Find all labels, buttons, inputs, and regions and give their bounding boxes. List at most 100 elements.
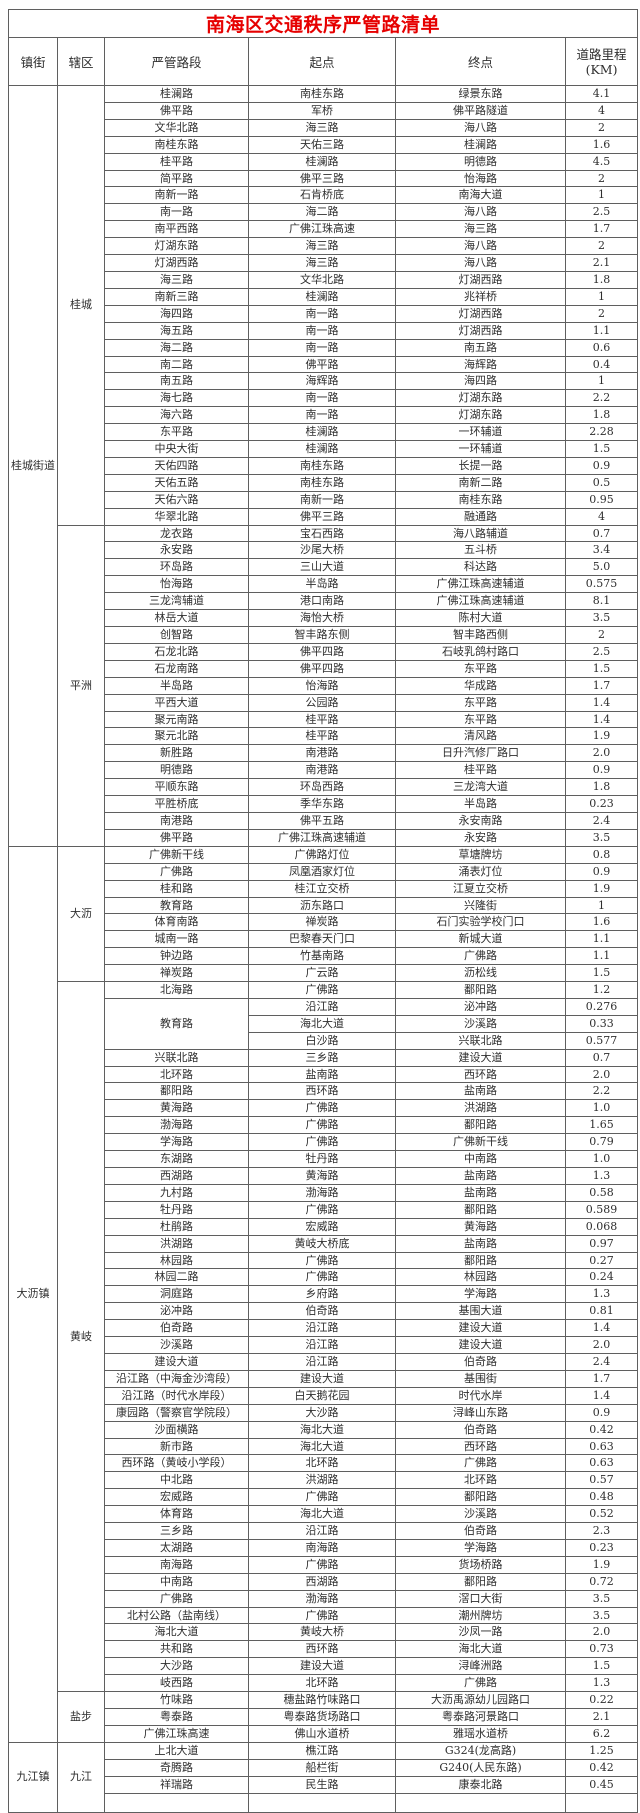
cell-end: 伯奇路	[395, 1352, 566, 1371]
cell-road: 北海路	[104, 981, 249, 999]
cell-mileage: 1.25	[564, 1741, 639, 1760]
cell-mileage: 0.81	[564, 1302, 639, 1321]
cell-end: 鄱阳路	[395, 1251, 566, 1270]
cell-end: 石门实验学校门口	[395, 913, 566, 932]
cell-mileage: 1	[564, 287, 639, 306]
cell-end: 石岐乳鸽村路口	[395, 642, 566, 661]
cell-road: 沿江路（时代水岸段）	[104, 1386, 249, 1405]
cell-road: 海五路	[104, 321, 249, 340]
cell-road: 聚元北路	[104, 727, 249, 746]
cell-start: 智丰路东侧	[248, 626, 396, 644]
cell-start: 西环路	[248, 1640, 396, 1659]
cell-end: 基围大道	[395, 1302, 566, 1321]
cell-road: 奇腾路	[104, 1758, 249, 1777]
cell-end: 五斗桥	[395, 541, 566, 560]
cell-start: 广佛路	[248, 1116, 396, 1135]
cell-mileage: 1.65	[564, 1116, 639, 1135]
cell-end: 海八路	[395, 254, 566, 272]
cell-road: 教育路	[104, 896, 249, 915]
cell-mileage: 1.0	[564, 1150, 639, 1168]
cell-start: 渤海路	[248, 1589, 396, 1608]
cell-start: 沿江路	[248, 997, 396, 1016]
cell-end: 海三路	[395, 220, 566, 239]
table-row: 桂城街道 桂城 桂澜路 南桂东路 绿景东路 4.1	[8, 85, 639, 847]
table-row: 白沙路 兴联北路 0.577	[9, 1031, 639, 1050]
table-row: 海二路 南一路 南五路 0.6	[9, 338, 639, 357]
cell-mileage: 0.24	[564, 1268, 639, 1287]
cell-mileage: 1.5	[564, 964, 639, 983]
table-row: 禅炭路 广云路 沥松线 1.5	[9, 964, 639, 983]
table-row: 环岛路 三山大道 科达路 5.0	[9, 558, 639, 577]
cell-road: 平顺东路	[104, 778, 249, 797]
cell-mileage: 4.5	[564, 152, 639, 171]
column-header-row: 镇街 辖区 严管路段 起点 终点 道路里程 (KM)	[8, 37, 639, 86]
cell-district: 九江	[57, 1741, 105, 1813]
cell-road: 城南一路	[104, 930, 249, 949]
cell-mileage: 0.577	[564, 1031, 639, 1050]
cell-end: 海八路	[395, 118, 566, 137]
cell-road: 体育路	[104, 1505, 249, 1524]
cell-district: 平洲	[57, 524, 105, 847]
cell-road: 三乡路	[104, 1522, 249, 1540]
cell-end: 怡海路	[395, 169, 566, 188]
cell-mileage: 2.1	[564, 254, 639, 272]
cell-road: 禅炭路	[104, 964, 249, 983]
cell-mileage: 2.4	[564, 1352, 639, 1371]
table-row: 平洲 龙衣路 宝石西路 海八路辅道 0.7	[9, 524, 639, 847]
cell-end: 东平路	[395, 710, 566, 729]
cell-road: 大沙路	[104, 1657, 249, 1676]
mileage-header-line2: (KM)	[585, 61, 618, 77]
cell-end: 粤泰路河景路口	[395, 1708, 566, 1726]
cell-mileage: 0.79	[564, 1133, 639, 1152]
cell-road: 海北大道	[104, 1623, 249, 1642]
cell-mileage: 0.7	[564, 524, 639, 543]
cell-road: 岐西路	[104, 1674, 249, 1693]
cell-start: 海三路	[248, 254, 396, 272]
cell-town: 大沥镇	[8, 845, 58, 1743]
cell-end: 灯湖东路	[395, 406, 566, 425]
cell-mileage: 1.9	[564, 1555, 639, 1574]
table-body: 桂城街道 桂城 桂澜路 南桂东路 绿景东路 4.1 佛平路 军桥 佛平路隧道 4 文华北路 海三路 海八…	[8, 85, 639, 1813]
cell-end: 江夏立交桥	[395, 879, 566, 898]
cell-mileage: 4.1	[564, 85, 639, 103]
cell-road: 学海路	[104, 1133, 249, 1152]
cell-road: 天佑四路	[104, 456, 249, 475]
column-header-mileage: 道路里程 (KM)	[564, 37, 639, 86]
cell-town: 九江镇	[8, 1741, 58, 1813]
cell-start: 南港路	[248, 761, 396, 780]
cell-road: 宏威路	[104, 1488, 249, 1507]
cell-end: 滘口大街	[395, 1589, 566, 1608]
cell-start: 佛平路	[248, 355, 396, 374]
cell-start: 南一路	[248, 338, 396, 357]
cell-end: 广佛江珠高速辅道	[395, 575, 566, 594]
cell-mileage: 0.068	[564, 1217, 639, 1236]
cell-road: 南海路	[104, 1555, 249, 1574]
cell-end	[395, 1792, 566, 1813]
cell-mileage: 0.276	[564, 997, 639, 1016]
cell-road: 桂平路	[104, 152, 249, 171]
cell-start: 怡海路	[248, 676, 396, 695]
cell-end: 佛平路隧道	[395, 101, 566, 120]
cell-end: 东平路	[395, 693, 566, 712]
table-row: 简平路 佛平三路 怡海路 2	[9, 169, 639, 188]
cell-road: 东平路	[104, 423, 249, 442]
cell-mileage: 4	[564, 507, 639, 526]
cell-road: 平西大道	[104, 693, 249, 712]
cell-mileage: 3.4	[564, 541, 639, 560]
cell-mileage: 1.6	[564, 913, 639, 932]
cell-start: 海北大道	[248, 1420, 396, 1439]
cell-mileage: 2	[564, 237, 639, 256]
cell-mileage: 2	[564, 626, 639, 644]
cell-mileage: 0.45	[564, 1775, 639, 1794]
cell-end: 西环路	[395, 1437, 566, 1456]
cell-road: 南一路	[104, 203, 249, 222]
cell-road: 南五路	[104, 372, 249, 391]
cell-road: 海三路	[104, 270, 249, 289]
cell-road: 渤海路	[104, 1116, 249, 1135]
column-header-district: 辖区	[57, 37, 105, 86]
cell-mileage: 0.23	[564, 795, 639, 813]
cell-end: 桂澜路	[395, 135, 566, 154]
cell-mileage: 2	[564, 118, 639, 137]
cell-end: 盐南路	[395, 1234, 566, 1253]
table-row: 泌冲路 伯奇路 基围大道 0.81	[9, 1302, 639, 1321]
